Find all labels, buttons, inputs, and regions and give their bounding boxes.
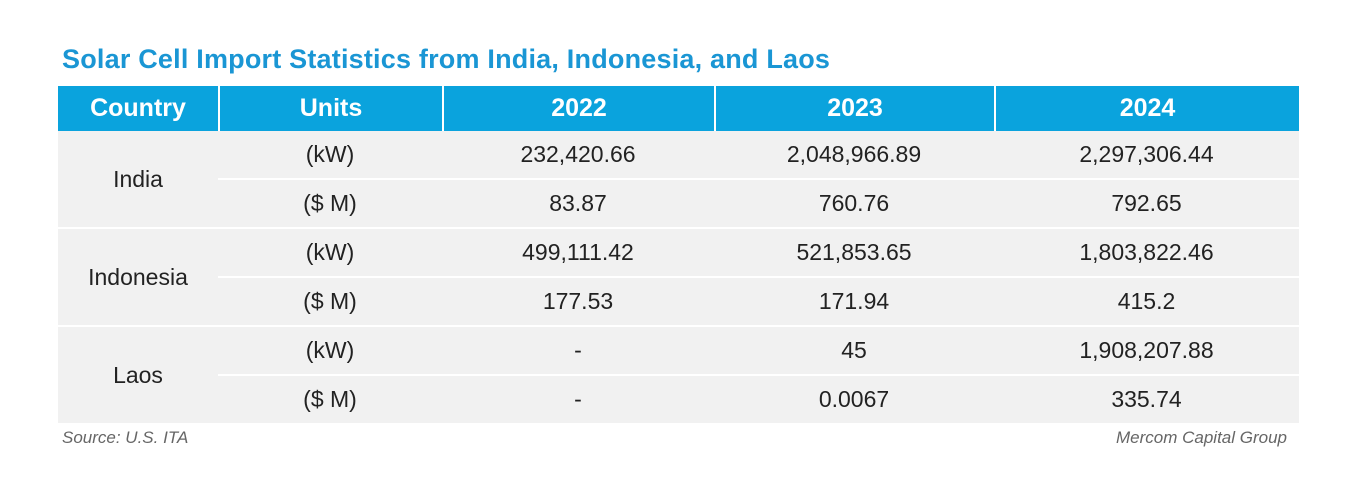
table-row: ($ M) 83.87 760.76 792.65: [58, 180, 1299, 229]
value-cell: 792.65: [994, 180, 1299, 229]
header-units: Units: [218, 86, 442, 131]
value-cell: 1,803,822.46: [994, 229, 1299, 278]
units-cell: ($ M): [218, 180, 442, 229]
value-cell: -: [442, 327, 714, 376]
table-row: Indonesia (kW) 499,111.42 521,853.65 1,8…: [58, 229, 1299, 327]
country-cell: Laos: [58, 327, 218, 425]
value-cell: 171.94: [714, 278, 994, 327]
units-cell: (kW): [218, 327, 442, 376]
table-title: Solar Cell Import Statistics from India,…: [62, 44, 831, 74]
value-cell: 83.87: [442, 180, 714, 229]
value-cell: 232,420.66: [442, 131, 714, 180]
country-cell: India: [58, 131, 218, 229]
units-cell: (kW): [218, 229, 442, 278]
units-cell: ($ M): [218, 278, 442, 327]
units-cell: (kW): [218, 131, 442, 180]
value-cell: 1,908,207.88: [994, 327, 1299, 376]
value-cell: 177.53: [442, 278, 714, 327]
header-2023: 2023: [714, 86, 994, 131]
table-row: Laos (kW) - 45 1,908,207.88: [58, 327, 1299, 425]
import-statistics-table: Country Units 2022 2023 2024 India (kW) …: [58, 86, 1299, 425]
value-cell: 45: [714, 327, 994, 376]
header-2024: 2024: [994, 86, 1299, 131]
country-cell: Indonesia: [58, 229, 218, 327]
table-row: ($ M) - 0.0067 335.74: [58, 376, 1299, 425]
value-cell: 335.74: [994, 376, 1299, 425]
header-row: Country Units 2022 2023 2024: [58, 86, 1299, 131]
value-cell: 2,048,966.89: [714, 131, 994, 180]
value-cell: 2,297,306.44: [994, 131, 1299, 180]
source-note: Source: U.S. ITA: [62, 428, 189, 447]
value-cell: 499,111.42: [442, 229, 714, 278]
table-row: India (kW) 232,420.66 2,048,966.89 2,297…: [58, 131, 1299, 229]
credit-note: Mercom Capital Group: [1115, 428, 1287, 447]
value-cell: -: [442, 376, 714, 425]
header-country: Country: [58, 86, 218, 131]
units-cell: ($ M): [218, 376, 442, 425]
value-cell: 415.2: [994, 278, 1299, 327]
value-cell: 760.76: [714, 180, 994, 229]
value-cell: 0.0067: [714, 376, 994, 425]
table-row: ($ M) 177.53 171.94 415.2: [58, 278, 1299, 327]
header-2022: 2022: [442, 86, 714, 131]
value-cell: 521,853.65: [714, 229, 994, 278]
